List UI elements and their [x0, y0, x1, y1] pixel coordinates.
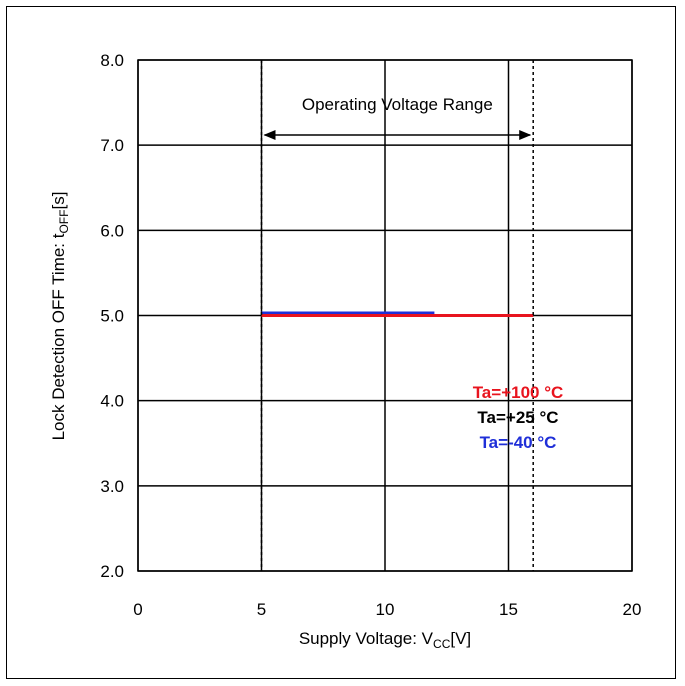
range-arrow-right-head	[519, 130, 532, 140]
plot-border	[137, 59, 633, 572]
x-tick-label-2: 10	[376, 600, 395, 619]
legend: Ta=+100 °C Ta=+25 °C Ta=-40 °C	[473, 383, 564, 452]
x-axis-label: Supply Voltage: VCC[V]	[299, 629, 471, 651]
y-tick-label-5: 7.0	[100, 136, 124, 155]
legend-entry-1: Ta=+25 °C	[477, 408, 558, 427]
x-tick-label-0: 0	[133, 600, 142, 619]
x-tick-label-1: 5	[257, 600, 266, 619]
y-tick-label-0: 2.0	[100, 562, 124, 581]
tick-labels: 0 5 10 15 20 2.0 3.0 4.0 5.0 6.0 7.0 8.0	[100, 51, 641, 619]
x-tick-label-3: 15	[499, 600, 518, 619]
y-tick-label-3: 5.0	[100, 307, 124, 326]
series-lines	[261, 311, 534, 317]
chart-frame	[6, 6, 676, 679]
y-tick-label-1: 3.0	[100, 477, 124, 496]
range-arrow-left-head	[263, 130, 276, 140]
y-tick-label-4: 6.0	[100, 221, 124, 240]
legend-entry-0: Ta=+100 °C	[473, 383, 564, 402]
operating-range-label: Operating Voltage Range	[302, 95, 493, 114]
legend-entry-2: Ta=-40 °C	[480, 433, 557, 452]
operating-range: Operating Voltage Range	[260, 60, 534, 571]
y-tick-label-6: 8.0	[100, 51, 124, 70]
y-tick-label-2: 4.0	[100, 392, 124, 411]
y-axis-label: Lock Detection OFF Time: tOFF[s]	[49, 192, 71, 441]
x-tick-label-4: 20	[623, 600, 642, 619]
